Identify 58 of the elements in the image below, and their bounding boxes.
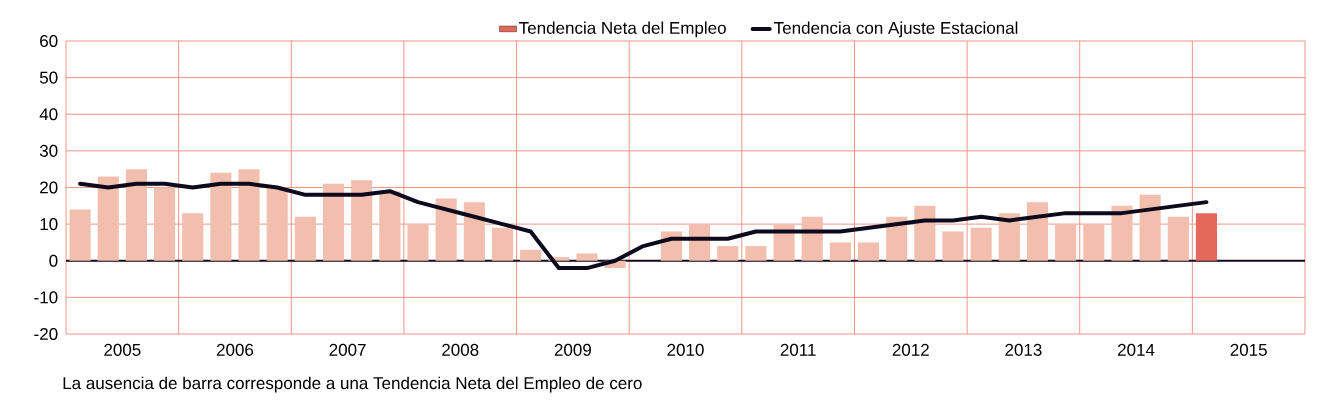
legend-label: Tendencia Neta del Empleo bbox=[519, 21, 726, 38]
bar bbox=[154, 187, 176, 261]
bar bbox=[1167, 216, 1189, 261]
bar bbox=[886, 216, 908, 261]
bar bbox=[942, 231, 964, 261]
bar bbox=[463, 202, 485, 261]
x-tick-label: 2014 bbox=[1118, 343, 1155, 356]
x-tick-label: 2009 bbox=[554, 343, 591, 356]
x-tick-label: 2008 bbox=[442, 343, 479, 356]
bar bbox=[1195, 213, 1217, 261]
bar bbox=[801, 216, 823, 261]
x-tick-label: 2011 bbox=[780, 343, 816, 356]
y-tick-label: 50 bbox=[39, 71, 58, 84]
bar bbox=[745, 246, 767, 261]
bar bbox=[322, 183, 345, 261]
x-tick-label: 2012 bbox=[892, 343, 929, 356]
x-tick-label: 2006 bbox=[216, 343, 254, 356]
y-tick-label: 20 bbox=[40, 181, 58, 194]
bar bbox=[970, 227, 992, 261]
bar bbox=[1026, 202, 1049, 261]
bar bbox=[266, 187, 288, 261]
legend-label: Tendencia con Ajuste Estacional bbox=[774, 21, 1018, 38]
y-tick-label: -20 bbox=[34, 327, 58, 341]
bar bbox=[294, 216, 316, 261]
y-tick-label: 30 bbox=[39, 144, 58, 157]
bar bbox=[914, 205, 936, 261]
y-tick-label: -10 bbox=[34, 291, 58, 304]
bar bbox=[520, 249, 542, 261]
bar bbox=[379, 191, 401, 261]
bar bbox=[717, 246, 739, 261]
bar bbox=[1083, 224, 1105, 261]
bar bbox=[238, 169, 260, 261]
bar bbox=[829, 242, 851, 261]
y-tick-label: 10 bbox=[40, 218, 58, 231]
bar bbox=[69, 209, 91, 261]
x-tick-label: 2015 bbox=[1230, 343, 1267, 356]
bar bbox=[576, 253, 598, 261]
text: La ausencia de barra corresponde a una Tendencia Neta del Empleo de cero bbox=[63, 376, 642, 393]
bar bbox=[435, 198, 457, 261]
bar bbox=[125, 169, 147, 261]
bar bbox=[1055, 224, 1077, 261]
bar bbox=[998, 213, 1020, 261]
y-tick-label: 40 bbox=[39, 108, 58, 121]
bar bbox=[351, 180, 373, 261]
bar bbox=[407, 224, 429, 261]
bar bbox=[210, 172, 232, 261]
bar bbox=[97, 176, 119, 261]
x-tick-label: 2010 bbox=[667, 343, 704, 356]
x-tick-label: 2007 bbox=[329, 343, 366, 356]
bar bbox=[491, 227, 514, 261]
y-tick-label: 60 bbox=[40, 34, 58, 48]
y-tick-label: 0 bbox=[49, 254, 58, 267]
x-tick-label: 2005 bbox=[104, 343, 141, 356]
bar bbox=[1139, 194, 1161, 261]
bar bbox=[1111, 205, 1133, 261]
x-tick-label: 2013 bbox=[1005, 343, 1042, 356]
bar bbox=[857, 242, 880, 261]
bar bbox=[182, 213, 204, 261]
